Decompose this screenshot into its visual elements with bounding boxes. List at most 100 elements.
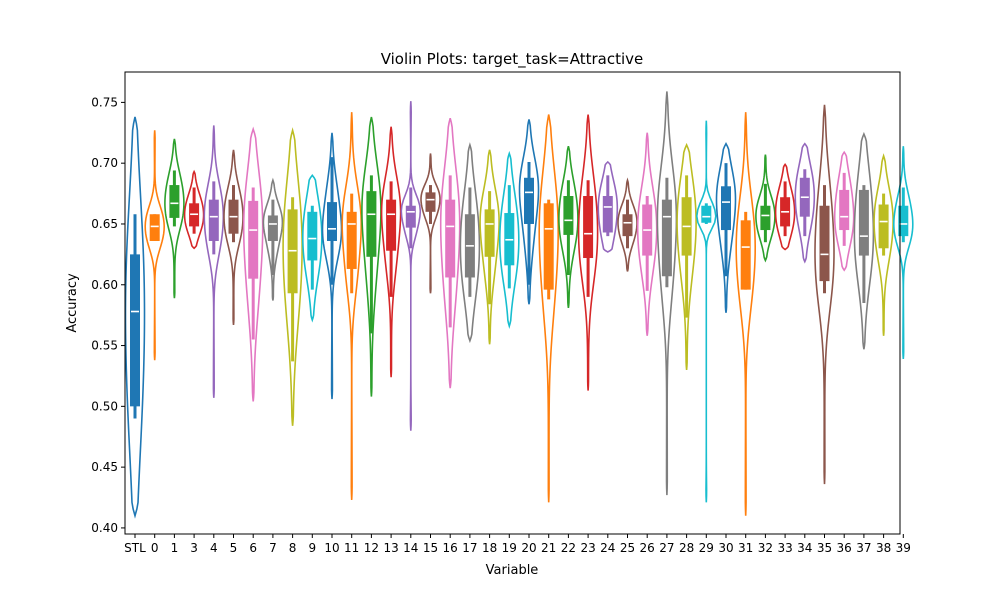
violin-outline (361, 116, 382, 397)
violin-31 (735, 112, 757, 516)
violin-outline (479, 149, 500, 345)
violin-box (701, 205, 712, 223)
violin-outline (262, 177, 284, 301)
violin-outline (144, 130, 166, 361)
x-tick-label: 23 (580, 541, 595, 555)
violin-outline (124, 116, 146, 519)
x-tick-label: 36 (837, 541, 852, 555)
violin-32 (755, 154, 776, 263)
violin-33 (774, 162, 796, 251)
violin-box (839, 189, 850, 231)
violin-outline (341, 112, 363, 500)
violin-box (819, 205, 830, 282)
plot-frame (124, 71, 901, 535)
x-tick-label: 38 (876, 541, 891, 555)
violin-7 (262, 177, 284, 301)
violin-10 (321, 132, 343, 400)
x-tick-label: 27 (659, 541, 674, 555)
violin-12 (361, 116, 382, 397)
violin-box (563, 196, 574, 235)
x-tick-label: 0 (151, 541, 159, 555)
violin-37 (853, 131, 875, 350)
violin-box (543, 203, 554, 290)
violin-34 (794, 142, 816, 264)
violin-box (484, 209, 495, 257)
x-tick-label: 12 (364, 541, 379, 555)
x-tick-label: 10 (324, 541, 339, 555)
y-axis-label: Accuracy (65, 273, 80, 333)
violin-outline (853, 131, 875, 350)
x-tick-label: 20 (521, 541, 536, 555)
violin-outline (597, 160, 619, 253)
violin-15 (420, 153, 441, 294)
x-tick-label: 18 (482, 541, 497, 555)
x-tick-label: 19 (502, 541, 517, 555)
violin-box (208, 199, 219, 241)
violin-box (346, 211, 357, 269)
violin-16 (439, 118, 461, 389)
violin-box (858, 189, 869, 256)
x-tick-label: 3 (190, 541, 198, 555)
violin-outline (617, 177, 638, 272)
x-tick-label: 11 (344, 541, 359, 555)
violin-20 (518, 119, 540, 305)
violin-STL (124, 116, 146, 519)
x-tick-label: 24 (600, 541, 615, 555)
x-tick-label: 15 (423, 541, 438, 555)
violin-box (307, 211, 318, 261)
violin-36 (833, 150, 855, 272)
violin-box (327, 202, 337, 241)
y-tick-label: 0.70 (91, 156, 118, 170)
violin-outline (695, 120, 717, 503)
x-tick-label: 30 (718, 541, 733, 555)
violin-26 (636, 132, 658, 336)
violin-box (721, 186, 731, 231)
violin-outline (203, 125, 225, 398)
x-tick-label: 21 (541, 541, 556, 555)
violin-box (524, 177, 534, 224)
x-tick-label: 9 (308, 541, 316, 555)
violin-8 (282, 127, 303, 426)
violin-outline (715, 142, 737, 313)
violin-outline (518, 119, 540, 305)
x-tick-label: 13 (383, 541, 398, 555)
violin-5 (223, 149, 244, 325)
violin-11 (341, 112, 363, 500)
violin-outline (735, 112, 757, 516)
x-tick-label: STL (124, 541, 146, 555)
violin-outline (420, 153, 441, 294)
y-tick-label: 0.40 (91, 521, 118, 535)
violin-box (622, 214, 633, 237)
x-tick-label: 37 (856, 541, 871, 555)
chart-title: Violin Plots: target_task=Attractive (381, 50, 644, 69)
violin-box (445, 199, 456, 278)
x-tick-label: 34 (797, 541, 812, 555)
violin-outline (242, 126, 264, 402)
violin-22 (558, 145, 579, 308)
violin-box (661, 199, 672, 277)
x-tick-label: 26 (640, 541, 655, 555)
violin-4 (203, 125, 225, 398)
violin-box (366, 191, 377, 257)
x-tick-label: 22 (561, 541, 576, 555)
violin-18 (479, 149, 500, 345)
x-axis-label: Variable (486, 563, 539, 578)
violin-0 (144, 130, 166, 361)
violin-39 (892, 146, 914, 359)
x-tick-label: 17 (462, 541, 477, 555)
violin-outline (656, 91, 678, 496)
violins (124, 91, 914, 519)
x-tick-label: 6 (249, 541, 257, 555)
violin-outline (223, 149, 244, 325)
violin-box (149, 214, 160, 241)
violin-23 (577, 114, 599, 391)
x-tick-label: 14 (403, 541, 418, 555)
violin-box (386, 199, 397, 251)
violin-24 (597, 160, 619, 253)
violin-box (425, 192, 436, 212)
violin-35 (814, 104, 835, 485)
violin-outline (774, 162, 796, 251)
violin-box (248, 200, 259, 279)
x-tick-label: 28 (679, 541, 694, 555)
